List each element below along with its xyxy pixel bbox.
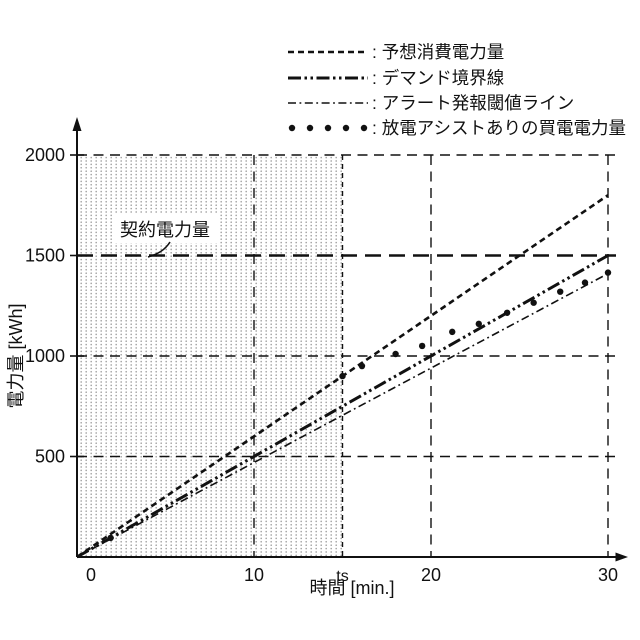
y-axis-title: 電力量 [kWh] — [6, 303, 26, 408]
legend-label-predicted: : 予想消費電力量 — [372, 42, 504, 62]
x-tick-label-0: 0 — [86, 565, 96, 585]
legend-sample-purchased — [288, 124, 296, 132]
y-tick-label-500: 500 — [35, 447, 65, 467]
purchased-power-dot — [604, 269, 612, 276]
x-tick-label-30: 30 — [598, 565, 618, 585]
x-tick-label-ts: ts — [336, 568, 348, 585]
purchased-power-dot — [107, 534, 114, 542]
purchased-power-dot — [392, 350, 399, 358]
contract-label-bg — [112, 214, 218, 243]
y-axis-arrow — [72, 117, 82, 131]
x-axis-arrow — [615, 552, 628, 562]
series-line-1 — [76, 254, 609, 559]
x-tick-label-20: 20 — [421, 565, 441, 585]
legend-label-demand: : デマンド境界線 — [372, 68, 504, 88]
y-tick-label-2000: 2000 — [25, 145, 65, 165]
purchased-power-dot — [358, 362, 366, 370]
legend-sample-purchased — [306, 124, 314, 132]
purchased-power-dot — [339, 372, 346, 380]
y-tick-label-1000: 1000 — [25, 346, 65, 366]
x-axis-title: 時間 [min.] — [309, 578, 394, 598]
purchased-power-dot — [475, 320, 482, 328]
legend-sample-purchased — [360, 124, 368, 132]
contract-power-label: 契約電力量 — [120, 220, 210, 240]
purchased-power-dot — [557, 288, 564, 295]
contract-label-leader — [147, 241, 171, 258]
y-tick-label-1500: 1500 — [25, 246, 65, 266]
purchased-power-dot — [503, 309, 511, 316]
legend-label-alert: : アラート発報閾値ライン — [372, 93, 574, 113]
purchased-power-dot — [530, 299, 537, 306]
x-tick-label-10: 10 — [244, 565, 264, 585]
legend-label-purchased: : 放電アシストありの買電電力量 — [372, 118, 626, 138]
purchased-power-dot — [418, 342, 426, 350]
legend-sample-purchased — [342, 124, 350, 132]
legend-sample-purchased — [324, 124, 332, 132]
purchased-power-dot — [449, 328, 456, 336]
purchased-power-dot — [581, 279, 589, 286]
